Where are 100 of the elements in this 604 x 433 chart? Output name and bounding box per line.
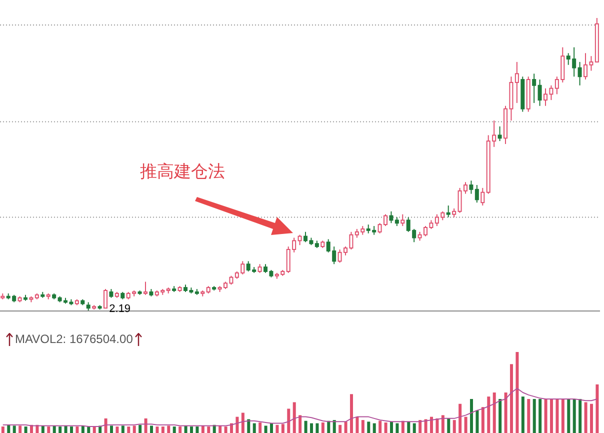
bar: [184, 426, 188, 433]
bar: [87, 426, 90, 433]
bar: [561, 398, 564, 433]
bar: [367, 422, 370, 433]
bar: [316, 423, 319, 433]
bar: [201, 426, 204, 433]
bar: [161, 426, 164, 433]
bar: [116, 426, 119, 433]
bar: [436, 418, 439, 433]
bar: [532, 398, 536, 433]
bar: [252, 423, 256, 433]
candlestick: [144, 281, 148, 296]
bar: [304, 420, 308, 433]
bar: [47, 426, 50, 433]
bar: [58, 426, 62, 433]
bar: [476, 410, 479, 433]
candlestick: [104, 288, 108, 309]
bar: [144, 418, 148, 433]
bar: [527, 398, 530, 433]
bar: [338, 424, 342, 433]
bar: [441, 415, 444, 433]
bar: [504, 392, 508, 433]
bar: [172, 426, 176, 433]
bar: [396, 423, 399, 433]
bar: [407, 422, 410, 433]
candlestick: [578, 61, 582, 86]
bar: [196, 426, 199, 433]
bar: [156, 426, 159, 433]
bar: [24, 426, 28, 433]
bar: [572, 398, 576, 433]
bar: [584, 402, 588, 433]
bar: [510, 364, 513, 433]
bar: [332, 420, 336, 433]
bar: [264, 426, 268, 433]
bar: [190, 426, 193, 433]
annotation: 2.19: [109, 303, 131, 315]
bar: [287, 408, 290, 433]
candlestick: [446, 205, 450, 218]
bar: [258, 422, 262, 433]
bar: [81, 426, 84, 433]
bar: [104, 418, 108, 433]
bar: [418, 420, 422, 433]
bar: [310, 423, 313, 433]
bar: [498, 398, 502, 433]
candlestick: [498, 126, 502, 142]
bar: [356, 416, 359, 433]
bar: [578, 398, 582, 433]
bar: [18, 426, 22, 433]
bar: [327, 420, 330, 433]
bar: [138, 424, 142, 433]
bar: [218, 426, 222, 433]
bar: [52, 426, 56, 433]
chart-title: MAVOL2: 1676504.00: [15, 332, 133, 346]
bar: [292, 402, 296, 433]
bar: [567, 398, 570, 433]
candlestick: [514, 61, 519, 104]
bar: [464, 416, 468, 433]
bar: [12, 426, 16, 433]
bar: [412, 423, 416, 433]
bar: [481, 407, 484, 433]
bar: [70, 426, 73, 433]
bar: [281, 424, 284, 433]
bar: [596, 384, 599, 433]
candlestick: [474, 184, 479, 204]
bar: [556, 398, 559, 433]
bar: [110, 426, 113, 433]
bar: [150, 426, 153, 433]
bar: [390, 422, 393, 433]
bar: [276, 424, 279, 433]
bar: [76, 426, 79, 433]
candlestick: [538, 79, 542, 106]
candlestick: [480, 187, 485, 206]
candlestick: [532, 73, 536, 104]
bar: [521, 396, 524, 433]
bar: [241, 412, 244, 433]
bar: [470, 398, 473, 433]
bar: [430, 416, 433, 433]
bar: [550, 398, 553, 433]
bar: [207, 426, 210, 433]
bar: [270, 423, 273, 433]
bar: [401, 420, 404, 433]
bar: [127, 426, 130, 433]
bar: [487, 396, 490, 433]
bar: [1, 426, 4, 433]
bar: [167, 426, 170, 433]
candlestick: [389, 210, 394, 224]
bar: [458, 404, 462, 433]
bar: [247, 419, 250, 433]
bar: [121, 426, 124, 433]
bar: [590, 404, 593, 433]
bar: [41, 426, 44, 433]
bar: [64, 426, 68, 433]
bar: [132, 426, 136, 433]
bar: [236, 416, 239, 433]
bar: [7, 424, 10, 433]
bar: [178, 426, 182, 433]
annotation: 推高建仓法: [140, 161, 225, 183]
bar: [350, 394, 353, 433]
candlestick: [400, 214, 405, 227]
bar: [378, 420, 382, 433]
